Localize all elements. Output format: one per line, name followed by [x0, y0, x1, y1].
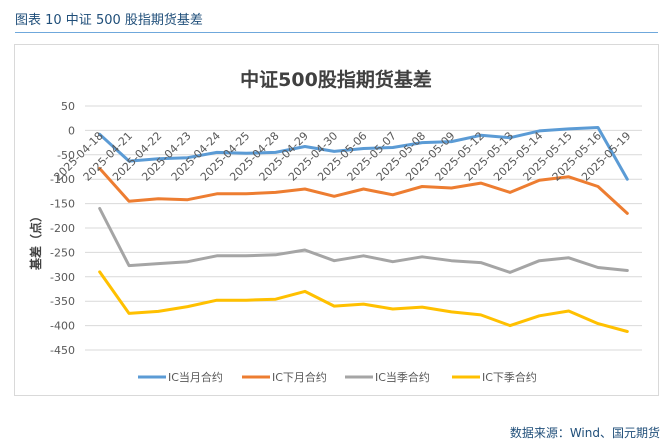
y-tick-label: -350	[50, 295, 75, 308]
y-tick-label: -100	[50, 173, 75, 186]
series-line	[98, 126, 629, 181]
series-line	[98, 167, 629, 215]
legend-label: IC下季合约	[482, 370, 537, 384]
y-tick-label: 0	[68, 124, 75, 137]
chart-frame	[14, 44, 659, 396]
source-note: 数据来源：Wind、国元期货	[509, 426, 660, 440]
y-tick-label: -300	[50, 271, 75, 284]
legend-item: IC下月合约	[242, 370, 327, 384]
series-lines	[98, 126, 629, 333]
y-tick-label: -400	[50, 320, 75, 333]
y-tick-label: -250	[50, 246, 75, 259]
series-line	[98, 270, 629, 333]
caption-divider	[15, 32, 658, 33]
figure-caption: 图表 10 中证 500 股指期货基差	[15, 13, 203, 28]
y-tick-label: -150	[50, 198, 75, 211]
legend-item: IC下季合约	[452, 370, 537, 384]
chart-title: 中证500股指期货基差	[240, 68, 432, 91]
y-tick-label: -50	[57, 149, 75, 162]
legend-item: IC当月合约	[138, 370, 223, 384]
y-axis-label: 基差（点）	[28, 210, 43, 271]
legend: IC当月合约 IC下月合约 IC当季合约 IC下季合约	[138, 370, 537, 384]
y-tick-label: 50	[61, 100, 75, 113]
y-tick-label: -450	[50, 344, 75, 357]
y-tick-labels: 50 0 -50 -100 -150 -200 -250 -300 -350 -400 -450	[50, 100, 75, 357]
x-tick-labels: 2025-04-182025-04-212025-04-222025-04-23…	[51, 129, 633, 183]
legend-label: IC下月合约	[272, 370, 327, 384]
y-tick-label: -200	[50, 222, 75, 235]
legend-label: IC当季合约	[375, 370, 430, 384]
legend-item: IC当季合约	[345, 370, 430, 384]
series-line	[98, 207, 629, 274]
legend-label: IC当月合约	[168, 370, 223, 384]
